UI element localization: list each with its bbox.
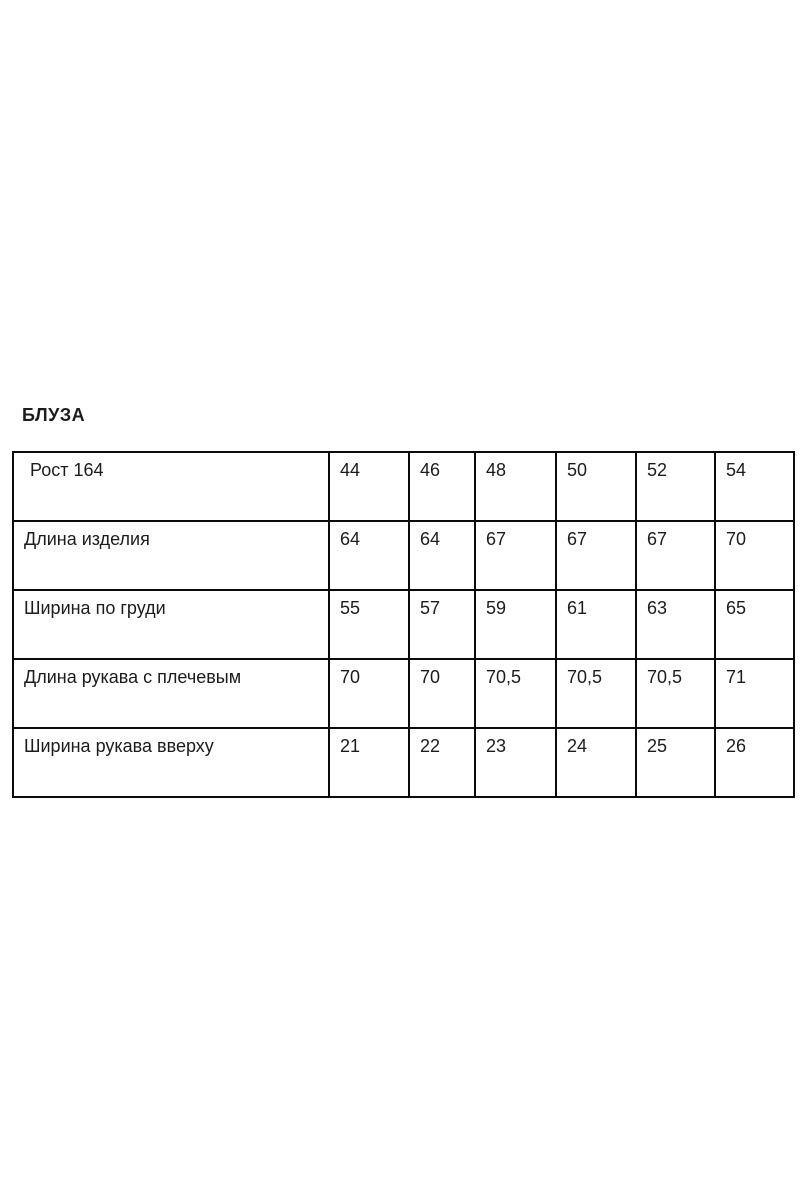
size-header-cell: 54	[714, 451, 795, 522]
value-cell: 67	[635, 520, 716, 591]
size-header-cell: 46	[408, 451, 476, 522]
value-cell: 70,5	[474, 658, 557, 729]
value-cell: 22	[408, 727, 476, 798]
value-cell: 70,5	[635, 658, 716, 729]
value-cell: 59	[474, 589, 557, 660]
value-cell: 67	[555, 520, 637, 591]
value-cell: 70	[328, 658, 410, 729]
page-title: БЛУЗА	[22, 405, 86, 425]
table-header-row: Рост 164 44 46 48 50 52 54	[12, 451, 795, 522]
measurement-label-cell: Длина рукава с плечевым	[12, 658, 330, 729]
value-cell: 26	[714, 727, 795, 798]
measurement-label-cell: Ширина рукава вверху	[12, 727, 330, 798]
value-cell: 71	[714, 658, 795, 729]
value-cell: 25	[635, 727, 716, 798]
size-header-cell: 48	[474, 451, 557, 522]
value-cell: 70	[408, 658, 476, 729]
size-header-cell: 50	[555, 451, 637, 522]
size-chart-table: Рост 164 44 46 48 50 52 54 Длина изделия…	[12, 451, 795, 798]
height-label-cell: Рост 164	[12, 451, 330, 522]
value-cell: 23	[474, 727, 557, 798]
measurement-label-cell: Ширина по груди	[12, 589, 330, 660]
value-cell: 70,5	[555, 658, 637, 729]
value-cell: 21	[328, 727, 410, 798]
table-row: Длина изделия 64 64 67 67 67 70	[12, 520, 795, 591]
value-cell: 64	[328, 520, 410, 591]
value-cell: 65	[714, 589, 795, 660]
table-row: Ширина по груди 55 57 59 61 63 65	[12, 589, 795, 660]
value-cell: 64	[408, 520, 476, 591]
value-cell: 63	[635, 589, 716, 660]
value-cell: 55	[328, 589, 410, 660]
table-row: Ширина рукава вверху 21 22 23 24 25 26	[12, 727, 795, 798]
table-row: Длина рукава с плечевым 70 70 70,5 70,5 …	[12, 658, 795, 729]
value-cell: 57	[408, 589, 476, 660]
size-header-cell: 44	[328, 451, 410, 522]
measurement-label-cell: Длина изделия	[12, 520, 330, 591]
value-cell: 70	[714, 520, 795, 591]
value-cell: 61	[555, 589, 637, 660]
value-cell: 67	[474, 520, 557, 591]
value-cell: 24	[555, 727, 637, 798]
size-header-cell: 52	[635, 451, 716, 522]
